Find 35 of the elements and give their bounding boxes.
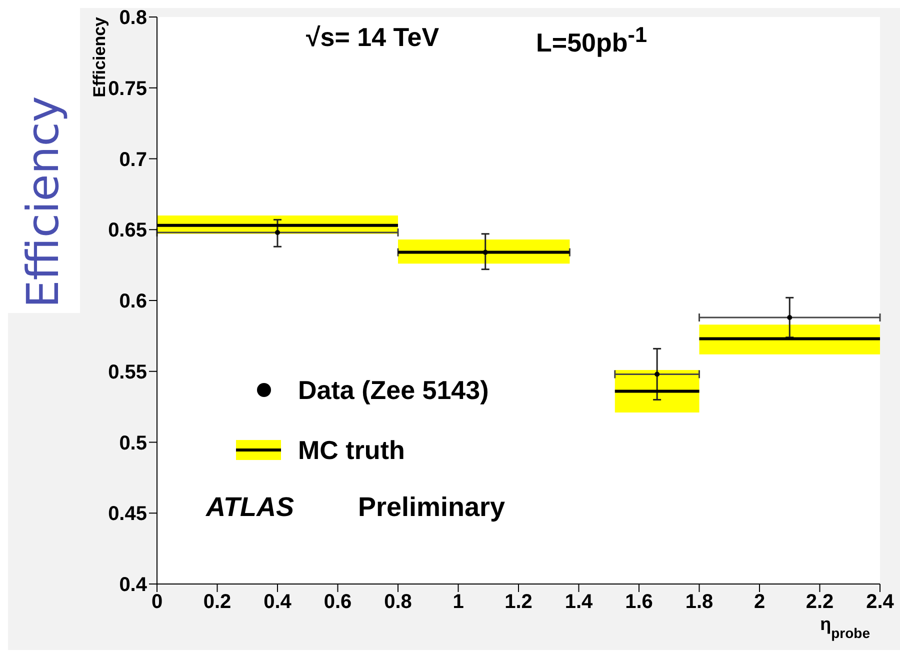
x-tick-label: 1.2 — [504, 591, 532, 614]
point — [275, 230, 280, 235]
y-tick-label: 0.45 — [108, 503, 147, 526]
x-tick-label: 2.4 — [866, 591, 895, 614]
legend-label: MC truth — [298, 434, 405, 466]
y-tick-label: 0.8 — [119, 7, 147, 30]
x-axis-title: η$_{probe}$ — [820, 614, 870, 641]
y-tick-label: 0.75 — [108, 78, 147, 100]
x-tick-label: 0.2 — [203, 591, 232, 614]
point — [482, 250, 488, 255]
x-tick-label: 1.4 — [564, 591, 594, 614]
x-tick-label: 1 — [452, 591, 464, 614]
y-tick-label: 0.6 — [119, 290, 147, 313]
y-axis-title: Efficiency — [90, 16, 109, 98]
y-tick-label: 0.55 — [108, 361, 147, 384]
annotation: ATLAS — [206, 492, 294, 523]
point — [654, 372, 660, 377]
y-tick-label: 0.7 — [119, 148, 147, 171]
x-tick-label: 0.4 — [264, 591, 292, 614]
x-tick-label: 1.6 — [625, 591, 653, 614]
x-tick-label: 2.2 — [806, 591, 834, 614]
y-tick-label: 0.5 — [119, 432, 147, 454]
annotation: L=50pb$^{-1}$ — [536, 22, 648, 59]
text: Efficiency — [18, 96, 69, 308]
x-tick-label: 2 — [754, 591, 766, 614]
x-tick-label: 0.6 — [324, 591, 352, 614]
x-tick-label: 0 — [151, 591, 163, 614]
annotation: √s= 14 TeV — [306, 22, 440, 53]
y-tick-label: 0.4 — [119, 574, 148, 596]
legend-label: Data (Zee 5143) — [298, 374, 489, 406]
y-tick-label: 0.65 — [108, 220, 147, 242]
x-tick-label: 0.8 — [384, 591, 412, 614]
point — [787, 315, 792, 320]
annotation: Preliminary — [358, 492, 506, 523]
x-tick-label: 1.8 — [685, 591, 714, 614]
